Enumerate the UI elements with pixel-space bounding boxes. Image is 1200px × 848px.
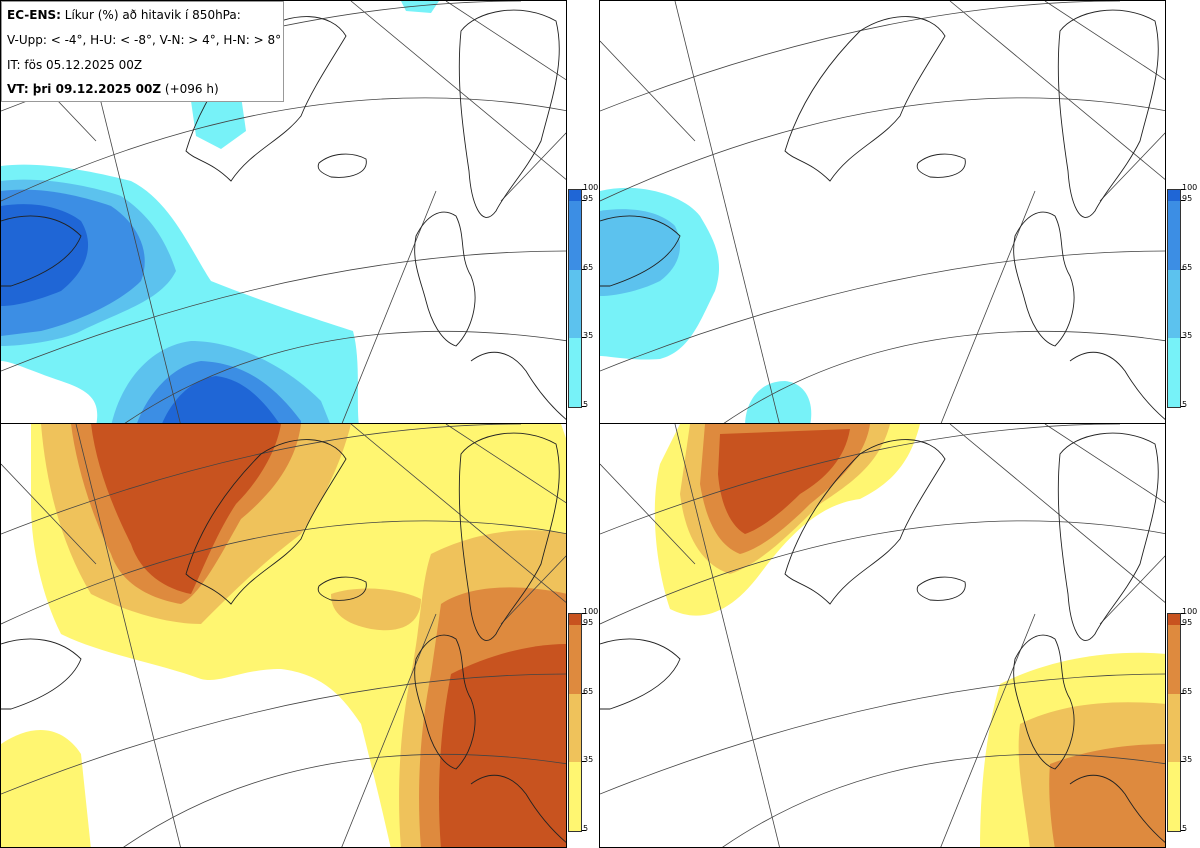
- colorbar-segment: [569, 625, 581, 694]
- colorbar-tick-mark: [1181, 200, 1185, 202]
- prob-area-95b: [439, 644, 566, 847]
- colorbar-segment: [1168, 614, 1180, 626]
- colorbar-tick-mark: [1181, 189, 1185, 190]
- colorbar-tick-label: 35: [583, 755, 594, 765]
- prob-area-35c: [331, 588, 421, 631]
- colorbar-warm-8: [1167, 613, 1181, 832]
- colorbar-tick-mark: [582, 337, 586, 339]
- colorbar-tick-label: 95: [1182, 618, 1193, 628]
- coastlines: [600, 9, 1165, 420]
- colorbar-tick-label: 65: [583, 686, 594, 696]
- colorbar-cold-4: [568, 189, 582, 408]
- colorbar-tick-mark: [582, 692, 586, 694]
- colorbar-segment: [1168, 201, 1180, 270]
- lead-time: (+096 h): [164, 82, 219, 96]
- map-title: Líkur (%) að hitavik í 850hPa:: [64, 8, 241, 22]
- colorbar-tick-label: 100: [583, 183, 599, 192]
- coastlines: [1, 9, 566, 420]
- prob-area-5b: [1, 730, 91, 847]
- colorbar-segment: [1168, 693, 1180, 763]
- map-warm-8: [600, 424, 1165, 847]
- prob-area-95: [91, 424, 281, 594]
- map-panel-warm-4: [0, 423, 567, 848]
- colorbar-tick-label: 95: [583, 194, 594, 204]
- colorbar-segment: [569, 338, 581, 407]
- colorbar-tick-mark: [582, 761, 586, 763]
- colorbar-segment: [1168, 625, 1180, 694]
- map-panel-cold-8: [599, 0, 1166, 425]
- colorbar-tick-mark: [1181, 613, 1185, 614]
- threshold-legend: V-Upp: < -4°, H-U: < -8°, V-N: > 4°, H-N…: [7, 33, 282, 47]
- prob-area-north: [191, 96, 246, 149]
- colorbar-tick-label: 35: [583, 331, 594, 341]
- colorbar-tick-label: 65: [1182, 686, 1193, 696]
- colorbar-tick-label: 100: [1182, 607, 1198, 616]
- colorbar-tick-mark: [1181, 337, 1185, 339]
- prob-area-35: [600, 209, 680, 296]
- colorbar-cold-8: [1167, 189, 1181, 408]
- prob-area-north2: [401, 1, 439, 13]
- prob-area-95b: [161, 376, 280, 424]
- colorbar-tick-mark: [582, 268, 586, 270]
- colorbar-tick-mark: [582, 189, 586, 190]
- colorbar-tick-label: 35: [1182, 331, 1193, 341]
- map-cold-8: [600, 1, 1165, 424]
- colorbar-segment: [1168, 269, 1180, 339]
- colorbar-tick-mark: [1181, 692, 1185, 694]
- colorbar-segment: [569, 762, 581, 831]
- colorbar-tick-mark: [1181, 761, 1185, 763]
- prob-area-95: [1, 204, 89, 306]
- colorbar-tick-mark: [1181, 406, 1185, 407]
- colorbar-segment: [1168, 338, 1180, 407]
- map-info-box: EC-ENS: Líkur (%) að hitavik í 850hPa: V…: [1, 1, 284, 102]
- prob-area-95: [718, 429, 850, 534]
- colorbar-tick-label: 5: [1182, 400, 1188, 409]
- colorbar-segment: [569, 269, 581, 339]
- colorbar-segment: [569, 614, 581, 626]
- colorbar-tick-mark: [582, 200, 586, 202]
- colorbar-segment: [569, 201, 581, 270]
- colorbar-tick-mark: [1181, 624, 1185, 626]
- colorbar-segment: [1168, 190, 1180, 202]
- latlon-grid: [600, 1, 1165, 424]
- colorbar-tick-mark: [1181, 830, 1185, 831]
- prob-area-south: [745, 381, 812, 424]
- colorbar-segment: [1168, 762, 1180, 831]
- map-panel-cold-4: EC-ENS: Líkur (%) að hitavik í 850hPa: V…: [0, 0, 567, 425]
- colorbar-tick-mark: [582, 613, 586, 614]
- colorbar-tick-label: 5: [583, 400, 589, 409]
- map-cold-4: [1, 1, 566, 424]
- colorbar-tick-label: 5: [1182, 824, 1188, 833]
- map-panel-warm-8: [599, 423, 1166, 848]
- colorbar-tick-mark: [582, 406, 586, 407]
- colorbar-tick-mark: [582, 830, 586, 831]
- colorbar-tick-label: 95: [1182, 194, 1193, 204]
- map-warm-4: [1, 424, 566, 847]
- colorbar-segment: [569, 190, 581, 202]
- colorbar-tick-label: 100: [583, 607, 599, 616]
- valid-time: VT: þri 09.12.2025 00Z: [7, 82, 162, 96]
- coastlines: [1, 432, 566, 843]
- colorbar-tick-label: 65: [1182, 262, 1193, 272]
- colorbar-tick-mark: [582, 624, 586, 626]
- colorbar-tick-label: 95: [583, 618, 594, 628]
- colorbar-tick-label: 100: [1182, 183, 1198, 192]
- colorbar-tick-label: 5: [583, 824, 589, 833]
- model-label: EC-ENS:: [7, 8, 61, 22]
- prob-area-65b: [1049, 744, 1165, 847]
- colorbar-tick-label: 35: [1182, 755, 1193, 765]
- colorbar-tick-label: 65: [583, 262, 594, 272]
- coastlines: [600, 432, 1165, 843]
- latlon-grid: [600, 424, 1165, 847]
- latlon-grid: [1, 424, 566, 847]
- colorbar-segment: [569, 693, 581, 763]
- colorbar-tick-mark: [1181, 268, 1185, 270]
- colorbar-warm-4: [568, 613, 582, 832]
- init-time: IT: fös 05.12.2025 00Z: [7, 58, 143, 72]
